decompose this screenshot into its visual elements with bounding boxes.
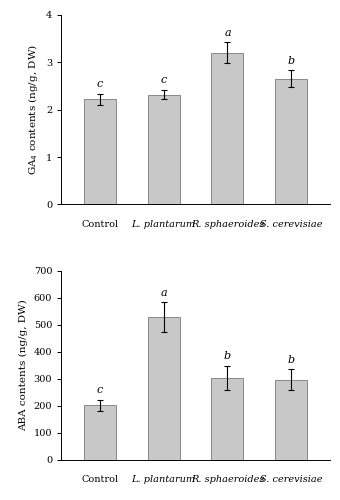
Text: R. sphaeroides: R. sphaeroides [191,475,264,484]
Bar [84,100,116,204]
Text: Control: Control [81,475,118,484]
Text: L. plantarum: L. plantarum [132,220,196,228]
Bar [148,94,180,204]
Text: b: b [288,56,295,66]
Bar [84,406,116,460]
Text: c: c [97,385,103,395]
Bar [275,79,307,204]
Text: c: c [160,75,167,85]
Text: a: a [224,28,231,38]
Text: S. cerevisiae: S. cerevisiae [260,475,323,484]
Bar [211,53,243,204]
Text: S. cerevisiae: S. cerevisiae [260,220,323,228]
Text: c: c [97,79,103,89]
Y-axis label: ABA contents (ng/g, DW): ABA contents (ng/g, DW) [19,300,28,431]
Y-axis label: GA$_4$ contents (ng/g, DW): GA$_4$ contents (ng/g, DW) [27,44,40,175]
Text: b: b [288,354,295,364]
Text: L. plantarum: L. plantarum [132,475,196,484]
Text: R. sphaeroides: R. sphaeroides [191,220,264,228]
Bar [148,317,180,460]
Bar [275,380,307,460]
Text: Control: Control [81,220,118,228]
Text: b: b [224,352,231,362]
Bar [211,378,243,460]
Text: a: a [160,288,167,298]
